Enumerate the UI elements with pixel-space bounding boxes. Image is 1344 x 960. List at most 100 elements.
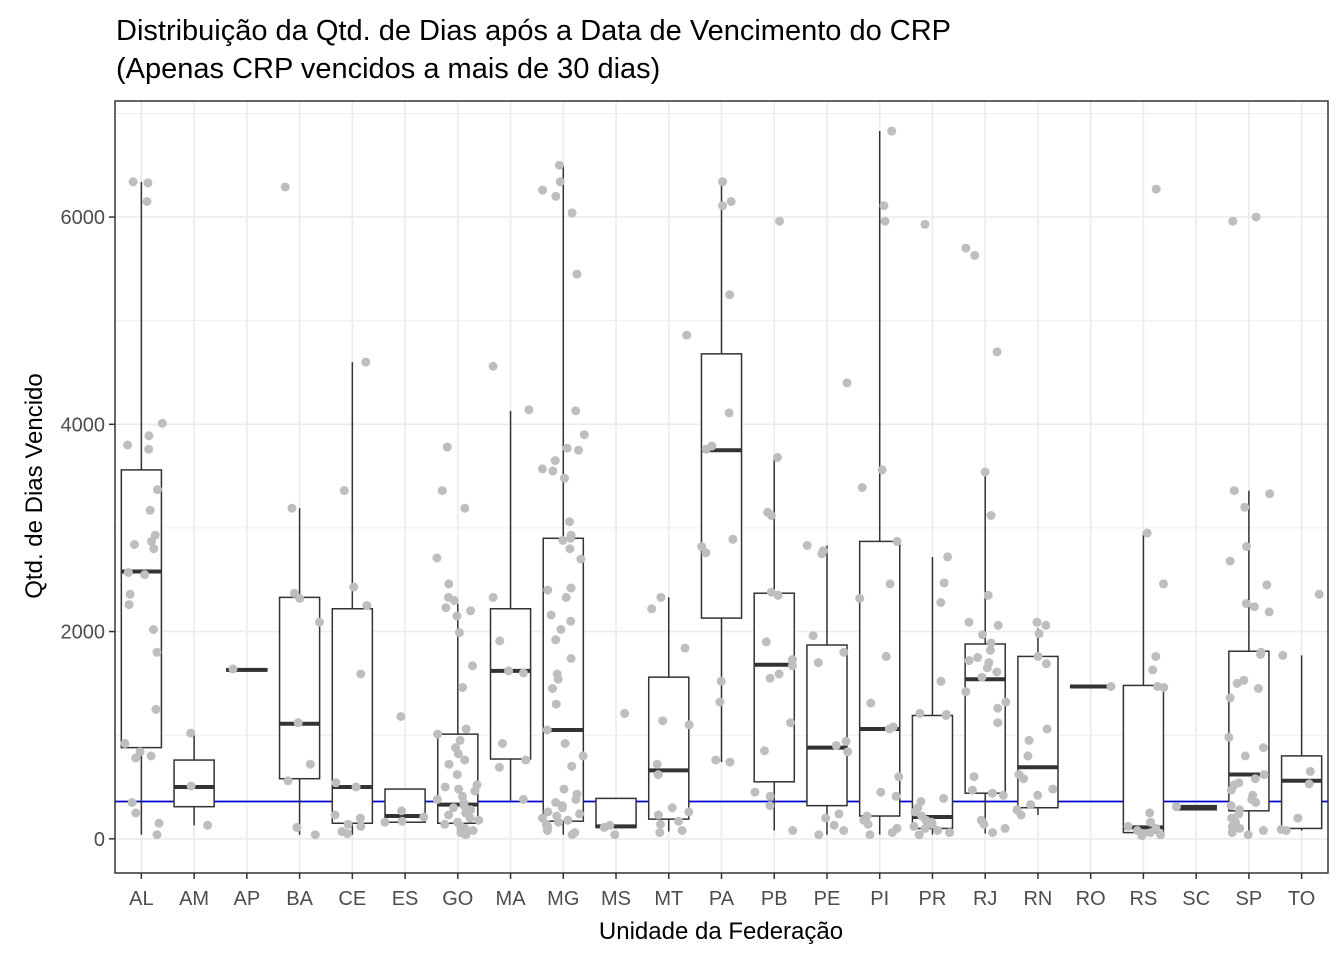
- data-point-GO: [440, 782, 450, 792]
- jitter-points-layer: [120, 126, 1324, 841]
- data-point-PB: [766, 511, 776, 520]
- data-point-RS: [1148, 665, 1158, 675]
- data-point-MG: [567, 830, 577, 840]
- data-point-AL: [120, 739, 130, 748]
- data-point-MG: [546, 610, 556, 620]
- data-point-MG: [550, 456, 560, 466]
- data-point-MG: [566, 616, 576, 626]
- data-point-AL: [143, 178, 153, 188]
- box-SC: [1175, 804, 1217, 811]
- data-point-PE: [839, 826, 849, 835]
- data-point-SP: [1242, 542, 1251, 552]
- data-point-SP: [1256, 649, 1266, 659]
- data-point-CE: [362, 601, 372, 611]
- data-point-GO: [444, 579, 454, 589]
- data-point-MT: [652, 759, 662, 769]
- x-axis-title: Unidade da Federação: [599, 918, 843, 945]
- data-point-RJ: [964, 656, 974, 666]
- data-point-AL: [142, 197, 152, 206]
- data-point-MA: [498, 739, 507, 748]
- box-PA: [700, 181, 743, 763]
- data-point-PE: [817, 549, 827, 559]
- data-point-PA: [718, 201, 728, 211]
- data-point-PA: [716, 676, 726, 686]
- data-point-RJ: [970, 250, 980, 260]
- data-point-GO: [468, 661, 477, 671]
- data-point-SP: [1251, 212, 1261, 222]
- chart-title-line-2: (Apenas CRP vencidos a mais de 30 dias): [116, 53, 660, 85]
- data-point-GO: [453, 749, 463, 759]
- x-tick-label-TO: TO: [1288, 888, 1315, 910]
- data-point-GO: [444, 759, 454, 769]
- data-point-MT: [677, 826, 687, 835]
- data-point-MA: [518, 668, 528, 678]
- data-point-GO: [455, 735, 465, 745]
- data-point-RJ: [973, 653, 983, 662]
- data-point-PI: [866, 698, 876, 708]
- data-point-PB: [765, 791, 775, 801]
- x-tick-label-MG: MG: [547, 888, 579, 910]
- data-point-SP: [1258, 743, 1268, 753]
- data-point-RJ: [988, 828, 998, 838]
- data-point-MG: [576, 554, 586, 564]
- data-point-CE: [355, 813, 365, 823]
- data-point-MG: [551, 635, 561, 645]
- data-point-RN: [1033, 790, 1043, 800]
- data-point-CE: [356, 669, 366, 679]
- data-point-AL: [123, 568, 133, 577]
- data-point-RS: [1146, 817, 1156, 827]
- data-point-RJ: [983, 590, 993, 600]
- data-point-MT: [684, 807, 694, 817]
- data-point-SP: [1241, 599, 1251, 609]
- data-point-MT: [680, 643, 690, 653]
- data-point-PA: [728, 534, 738, 544]
- data-point-MT: [655, 828, 665, 838]
- data-point-MG: [542, 826, 552, 835]
- data-point-GO: [449, 596, 459, 605]
- box-MT: [647, 597, 690, 832]
- data-point-PE: [831, 741, 841, 750]
- data-point-MT: [674, 816, 684, 826]
- box-layer: [120, 131, 1323, 836]
- data-point-SP: [1264, 607, 1274, 617]
- data-point-PI: [885, 579, 895, 589]
- data-point-AL: [146, 751, 156, 761]
- data-point-CE: [343, 819, 353, 829]
- data-point-RJ: [993, 703, 1003, 713]
- box-iqr-PB: [753, 592, 796, 783]
- data-point-RS: [1159, 683, 1169, 692]
- data-point-GO: [459, 801, 469, 811]
- data-point-RJ: [992, 347, 1002, 357]
- data-point-MG: [554, 160, 564, 170]
- data-point-PB: [788, 826, 798, 835]
- data-point-RN: [1042, 724, 1052, 734]
- data-point-SP: [1224, 732, 1234, 742]
- data-point-MG: [556, 625, 566, 634]
- data-point-PI: [892, 536, 902, 546]
- box-iqr-CE: [331, 608, 374, 825]
- data-point-PR: [915, 708, 925, 718]
- data-point-AL: [127, 798, 137, 807]
- data-point-AL: [125, 589, 135, 599]
- x-tick-label-RS: RS: [1130, 888, 1158, 910]
- data-point-MG: [555, 177, 565, 187]
- x-tick-label-AP: AP: [234, 888, 261, 910]
- data-point-GO: [452, 770, 462, 780]
- data-point-BA: [280, 182, 290, 192]
- data-point-RS: [1156, 830, 1166, 840]
- data-point-GO: [454, 784, 464, 794]
- data-point-GO: [432, 553, 442, 563]
- box-RO: [1069, 684, 1112, 689]
- data-point-AL: [152, 830, 162, 840]
- data-point-TO: [1281, 826, 1291, 835]
- data-point-PB: [788, 655, 797, 664]
- data-point-RN: [1033, 651, 1043, 661]
- data-point-RN: [1032, 617, 1042, 627]
- data-point-MG: [563, 815, 573, 825]
- data-point-TO: [1293, 813, 1303, 823]
- data-point-RN: [1041, 659, 1051, 669]
- data-point-MG: [571, 406, 581, 416]
- data-point-AL: [144, 431, 154, 441]
- box-MG: [542, 165, 585, 835]
- data-point-ES: [396, 712, 406, 721]
